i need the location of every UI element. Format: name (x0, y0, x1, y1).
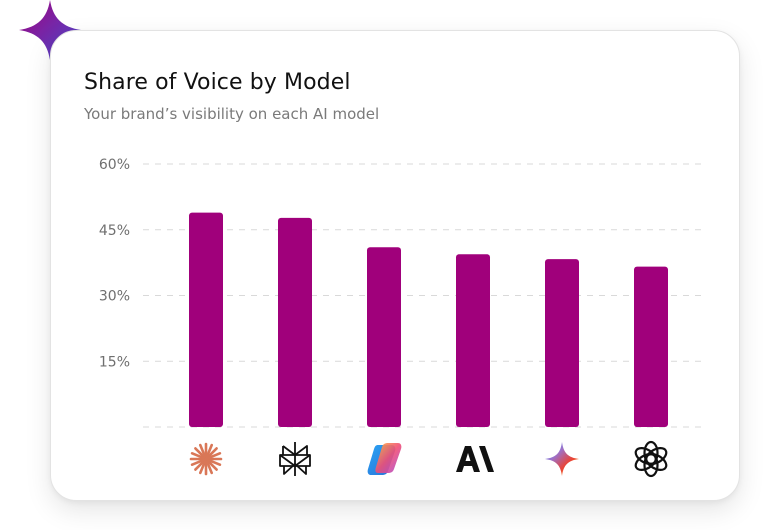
claude-icon (189, 442, 223, 476)
x-axis-icons (189, 440, 668, 478)
bar-anthropic[interactable] (456, 254, 490, 427)
openai-icon (634, 440, 668, 478)
bar-layer (189, 212, 668, 427)
anthropic-icon (456, 446, 494, 472)
chart-subtitle: Your brand’s visibility on each AI model (84, 105, 380, 123)
y-tick-label: 45% (99, 223, 130, 239)
bar-gemini[interactable] (545, 259, 579, 427)
bar-chart: 15% 30% 45% 60% (99, 157, 706, 478)
grid-layer: 15% 30% 45% 60% (99, 157, 706, 428)
perplexity-icon (279, 442, 311, 476)
bar-openai[interactable] (634, 266, 668, 427)
bar-claude[interactable] (189, 212, 223, 427)
chart-card: Share of Voice by Model Your brand’s vis… (50, 30, 740, 501)
y-tick-label: 15% (99, 354, 130, 370)
sparkle-logo-icon (19, 0, 81, 60)
chart-title: Share of Voice by Model (84, 70, 351, 95)
gemini-icon (545, 442, 579, 476)
copilot-icon (367, 443, 402, 475)
bar-perplexity[interactable] (278, 217, 312, 427)
y-tick-label: 60% (99, 157, 130, 173)
bar-copilot[interactable] (367, 247, 401, 427)
y-tick-label: 30% (99, 289, 130, 305)
